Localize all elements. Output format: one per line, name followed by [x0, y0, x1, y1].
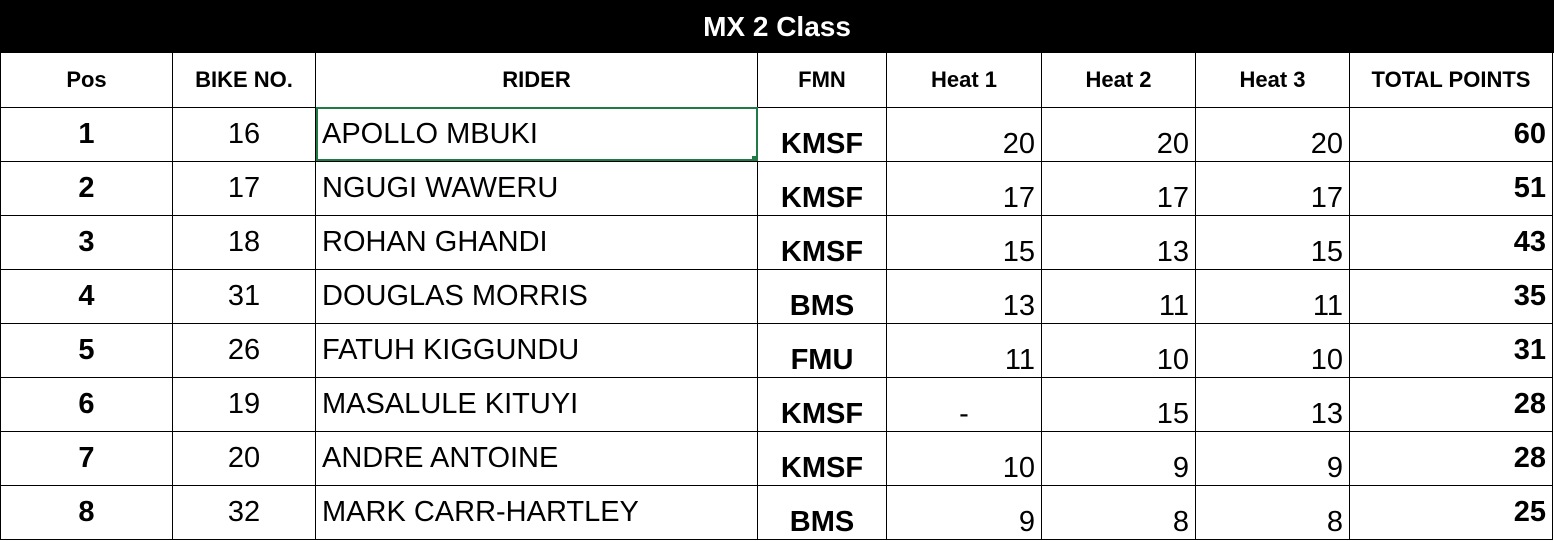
rider-name: APOLLO MBUKI [322, 117, 538, 150]
header-pos[interactable]: Pos [0, 53, 173, 108]
pos-cell[interactable]: 4 [0, 268, 173, 324]
fmn-cell[interactable]: KMSF [757, 106, 887, 162]
rider-cell[interactable]: DOUGLAS MORRIS [315, 268, 758, 324]
table-row: 6 19 MASALULE KITUYI KMSF - 15 13 28 [0, 376, 1553, 432]
pos-cell[interactable]: 1 [0, 106, 173, 162]
heat-3-cell[interactable]: 17 [1195, 160, 1350, 216]
rider-cell[interactable]: MARK CARR-HARTLEY [315, 484, 758, 540]
pos-cell[interactable]: 3 [0, 214, 173, 270]
heat-1-cell[interactable]: 11 [886, 322, 1042, 378]
header-rider[interactable]: RIDER [315, 53, 758, 108]
heat-3-cell[interactable]: 20 [1195, 106, 1350, 162]
heat-3-cell[interactable]: 15 [1195, 214, 1350, 270]
header-heat-1[interactable]: Heat 1 [886, 53, 1042, 108]
heat-1-cell[interactable]: 13 [886, 268, 1042, 324]
fmn-cell[interactable]: KMSF [757, 376, 887, 432]
table-row: 1 16 APOLLO MBUKI KMSF 20 20 20 60 [0, 106, 1553, 162]
bike-no-cell[interactable]: 17 [172, 160, 316, 216]
pos-cell[interactable]: 2 [0, 160, 173, 216]
rider-cell[interactable]: MASALULE KITUYI [315, 376, 758, 432]
header-fmn[interactable]: FMN [757, 53, 887, 108]
fmn-cell[interactable]: KMSF [757, 214, 887, 270]
heat-3-cell[interactable]: 9 [1195, 430, 1350, 486]
heat-2-cell[interactable]: 15 [1041, 376, 1196, 432]
fmn-cell[interactable]: BMS [757, 484, 887, 540]
bike-no-cell[interactable]: 31 [172, 268, 316, 324]
heat-3-cell[interactable]: 11 [1195, 268, 1350, 324]
rider-cell[interactable]: FATUH KIGGUNDU [315, 322, 758, 378]
table-row: 2 17 NGUGI WAWERU KMSF 17 17 17 51 [0, 160, 1553, 216]
table-row: 7 20 ANDRE ANTOINE KMSF 10 9 9 28 [0, 430, 1553, 486]
results-table: Pos BIKE NO. RIDER FMN Heat 1 Heat 2 Hea… [0, 53, 1553, 540]
pos-cell[interactable]: 6 [0, 376, 173, 432]
heat-2-cell[interactable]: 17 [1041, 160, 1196, 216]
heat-3-cell[interactable]: 8 [1195, 484, 1350, 540]
pos-cell[interactable]: 7 [0, 430, 173, 486]
table-row: 3 18 ROHAN GHANDI KMSF 15 13 15 43 [0, 214, 1553, 270]
heat-1-cell[interactable]: 15 [886, 214, 1042, 270]
table-row: 8 32 MARK CARR-HARTLEY BMS 9 8 8 25 [0, 484, 1553, 540]
heat-2-cell[interactable]: 20 [1041, 106, 1196, 162]
class-title[interactable]: MX 2 Class [0, 0, 1554, 53]
table-row: 4 31 DOUGLAS MORRIS BMS 13 11 11 35 [0, 268, 1553, 324]
table-row: 5 26 FATUH KIGGUNDU FMU 11 10 10 31 [0, 322, 1553, 378]
header-bike-no[interactable]: BIKE NO. [172, 53, 316, 108]
total-points-cell[interactable]: 43 [1349, 214, 1553, 270]
header-total-points[interactable]: TOTAL POINTS [1349, 53, 1553, 108]
total-points-cell[interactable]: 51 [1349, 160, 1553, 216]
pos-cell[interactable]: 5 [0, 322, 173, 378]
total-points-cell[interactable]: 31 [1349, 322, 1553, 378]
bike-no-cell[interactable]: 20 [172, 430, 316, 486]
rider-cell-selected[interactable]: APOLLO MBUKI [315, 106, 758, 162]
header-heat-2[interactable]: Heat 2 [1041, 53, 1196, 108]
rider-cell[interactable]: NGUGI WAWERU [315, 160, 758, 216]
bike-no-cell[interactable]: 19 [172, 376, 316, 432]
heat-3-cell[interactable]: 10 [1195, 322, 1350, 378]
header-heat-3[interactable]: Heat 3 [1195, 53, 1350, 108]
bike-no-cell[interactable]: 16 [172, 106, 316, 162]
fmn-cell[interactable]: BMS [757, 268, 887, 324]
bike-no-cell[interactable]: 26 [172, 322, 316, 378]
heat-1-cell[interactable]: 17 [886, 160, 1042, 216]
total-points-cell[interactable]: 35 [1349, 268, 1553, 324]
heat-2-cell[interactable]: 13 [1041, 214, 1196, 270]
rider-cell[interactable]: ANDRE ANTOINE [315, 430, 758, 486]
heat-2-cell[interactable]: 10 [1041, 322, 1196, 378]
total-points-cell[interactable]: 28 [1349, 430, 1553, 486]
heat-2-cell[interactable]: 11 [1041, 268, 1196, 324]
bike-no-cell[interactable]: 18 [172, 214, 316, 270]
fmn-cell[interactable]: KMSF [757, 160, 887, 216]
heat-1-cell[interactable]: 20 [886, 106, 1042, 162]
total-points-cell[interactable]: 25 [1349, 484, 1553, 540]
total-points-cell[interactable]: 28 [1349, 376, 1553, 432]
heat-1-cell[interactable]: 10 [886, 430, 1042, 486]
heat-2-cell[interactable]: 9 [1041, 430, 1196, 486]
heat-1-cell[interactable]: - [886, 376, 1042, 432]
fill-handle[interactable] [752, 155, 757, 160]
pos-cell[interactable]: 8 [0, 484, 173, 540]
bike-no-cell[interactable]: 32 [172, 484, 316, 540]
rider-cell[interactable]: ROHAN GHANDI [315, 214, 758, 270]
heat-3-cell[interactable]: 13 [1195, 376, 1350, 432]
heat-2-cell[interactable]: 8 [1041, 484, 1196, 540]
header-row: Pos BIKE NO. RIDER FMN Heat 1 Heat 2 Hea… [0, 53, 1553, 108]
heat-1-cell[interactable]: 9 [886, 484, 1042, 540]
fmn-cell[interactable]: KMSF [757, 430, 887, 486]
fmn-cell[interactable]: FMU [757, 322, 887, 378]
total-points-cell[interactable]: 60 [1349, 106, 1553, 162]
